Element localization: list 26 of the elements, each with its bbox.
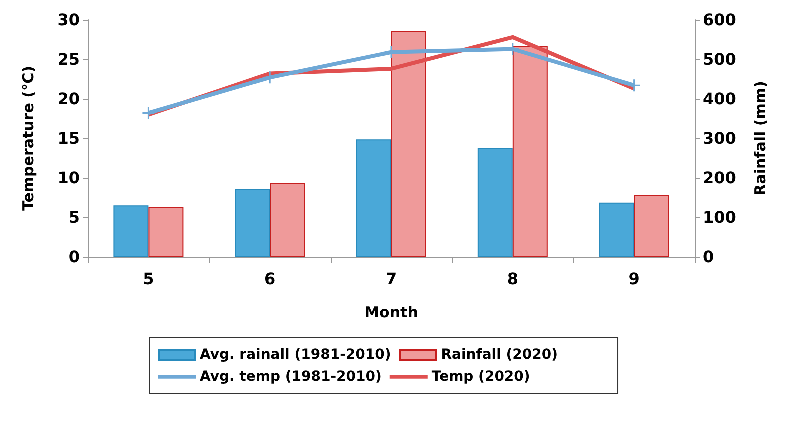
y2-tick-label: 200 <box>703 168 736 188</box>
y-tick-label: 15 <box>58 129 80 148</box>
legend-label: Avg. temp (1981-2010) <box>200 369 382 385</box>
y-tick-label: 5 <box>68 208 80 227</box>
y-tick-label: 30 <box>58 10 80 30</box>
x-axis-title: Month <box>364 304 418 322</box>
y2-tick-label: 400 <box>703 90 736 108</box>
y2-tick-label: 100 <box>703 208 736 227</box>
legend-label: Temp (2020) <box>432 369 530 385</box>
y2-tick-label: 300 <box>703 129 736 148</box>
x-tick-label: 7 <box>386 270 398 288</box>
y-axis-title: Temperature (℃) <box>20 66 38 211</box>
y-tick-label: 20 <box>58 90 80 108</box>
y-tick-label: 0 <box>68 248 80 266</box>
y2-tick-label: 0 <box>703 248 714 266</box>
y2-axis-title: Rainfall (mm) <box>752 81 770 196</box>
y2-tick-label: 600 <box>703 10 736 30</box>
legend-label: Avg. rainall (1981-2010) <box>200 347 392 363</box>
x-tick-label: 5 <box>143 270 154 288</box>
x-tick-label: 6 <box>264 270 276 288</box>
x-tick-label: 8 <box>507 270 518 288</box>
x-tick-label: 9 <box>628 270 640 288</box>
y2-tick-label: 500 <box>703 50 736 69</box>
legend-label: Rainfall (2020) <box>441 347 558 363</box>
y-tick-label: 10 <box>58 168 80 188</box>
y-tick-label: 25 <box>58 50 80 69</box>
